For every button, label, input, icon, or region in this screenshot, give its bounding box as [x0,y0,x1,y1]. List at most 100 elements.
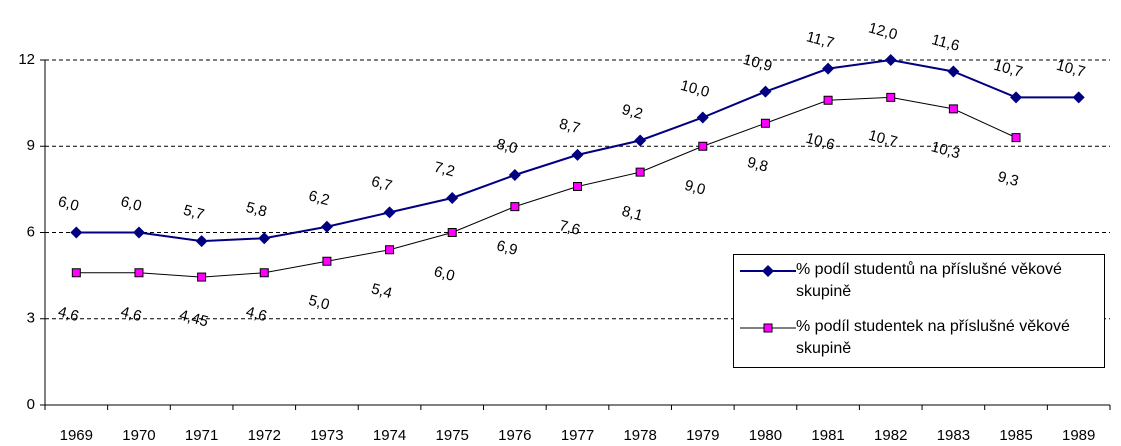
marker [383,206,396,219]
marker [634,134,647,147]
x-tick-label: 1977 [561,427,594,444]
data-label: 11,6 [930,31,962,55]
y-tick-label: 12 [18,51,35,68]
marker [698,141,708,151]
y-tick-label: 9 [27,137,35,154]
x-tick-label: 1978 [623,427,656,444]
data-label: 8,1 [620,203,645,225]
marker [195,235,208,248]
data-label: 10,7 [1055,57,1088,81]
x-tick-label: 1979 [686,427,719,444]
x-tick-label: 1969 [60,427,93,444]
data-label: 12,0 [867,19,900,43]
legend-label: % podíl studentek na příslušné věkové sk… [796,318,1070,357]
marker [197,272,207,282]
marker [696,111,709,124]
x-tick-label: 1983 [937,427,970,444]
marker [1072,91,1085,104]
data-label: 10,6 [804,130,837,154]
marker [134,268,144,278]
data-label: 5,0 [307,292,332,314]
y-tick-label: 3 [27,310,35,327]
legend: % podíl studentů na příslušné věkové sku… [733,254,1105,368]
marker [259,268,269,278]
data-label: 6,0 [119,193,144,215]
marker [948,104,958,114]
data-label: 7,6 [557,217,582,239]
data-label: 8,0 [495,136,520,158]
data-label: 6,0 [432,263,457,285]
legend-swatch [740,323,796,333]
data-label: 9,2 [620,101,645,123]
data-label: 9,8 [745,154,770,176]
data-label: 10,7 [992,57,1025,81]
data-label: 6,7 [369,173,394,195]
legend-label: % podíl studentů na příslušné věkové sku… [796,261,1062,300]
data-label: 10,3 [929,138,962,162]
data-label: 7,2 [432,159,457,181]
marker [822,62,835,75]
x-tick-label: 1973 [310,427,343,444]
x-tick-label: 1975 [436,427,469,444]
y-tick-label: 0 [27,396,35,413]
x-tick-label: 1982 [874,427,907,444]
marker [71,268,81,278]
x-tick-label: 1980 [749,427,782,444]
x-tick-label: 1972 [248,427,281,444]
legend-marker [763,323,773,333]
data-label: 8,7 [557,115,582,137]
legend-item: % podíl studentek na příslušné věkové sk… [734,316,1104,370]
x-tick-label: 1970 [122,427,155,444]
data-label: 9,0 [683,177,708,199]
legend-marker [762,265,774,277]
legend-swatch [740,265,796,277]
data-label: 9,3 [996,168,1021,190]
marker [759,85,772,98]
data-label: 10,0 [679,77,712,101]
marker [947,65,960,78]
data-label: 11,7 [804,28,836,52]
marker [446,192,459,204]
marker [886,92,896,102]
marker [320,220,333,233]
x-tick-label: 1989 [1062,427,1095,444]
marker [132,226,145,239]
data-label: 4,6 [56,303,81,325]
data-label: 5,8 [244,199,269,221]
marker [573,182,582,191]
data-label: 10,7 [867,127,900,151]
x-tick-label: 1981 [811,427,844,444]
data-label: 6,0 [56,193,81,215]
marker [635,167,645,177]
y-tick-label: 6 [27,223,35,240]
x-tick-label: 1976 [498,427,531,444]
series-line [76,96,1017,278]
marker [70,226,83,239]
x-tick-label: 1985 [999,427,1032,444]
marker [571,148,584,161]
x-tick-label: 1974 [373,427,406,444]
data-label: 4,6 [119,303,144,325]
data-label: 6,2 [307,187,332,209]
data-label: 4,45 [177,307,210,331]
marker [760,118,770,128]
data-label: 5,7 [181,202,206,224]
x-tick-label: 1971 [185,427,218,444]
marker [385,245,395,255]
marker [823,95,833,105]
marker [1010,91,1023,104]
data-label: 6,9 [495,237,520,259]
marker [258,232,271,245]
marker [322,256,332,266]
marker [884,54,897,66]
data-label: 4,6 [244,303,269,325]
marker [447,228,457,237]
marker [1011,133,1021,143]
legend-item: % podíl studentů na příslušné věkové sku… [734,259,1104,313]
marker [510,202,520,212]
data-label: 10,9 [741,51,774,75]
data-label: 5,4 [369,280,394,302]
marker [508,169,521,181]
